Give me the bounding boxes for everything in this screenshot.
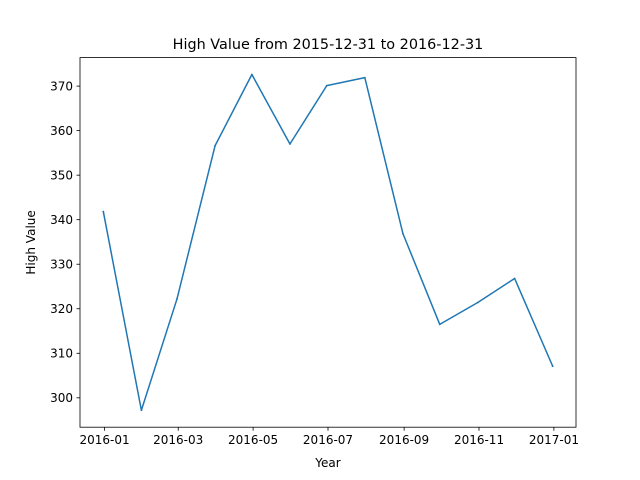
data-point (325, 84, 328, 87)
data-point (363, 76, 366, 79)
chart-title: High Value from 2015-12-31 to 2016-12-31 (173, 37, 484, 53)
y-tick-label: 360 (50, 124, 73, 138)
y-tick-label: 350 (50, 168, 73, 182)
x-tick-label: 2016-11 (454, 433, 504, 447)
x-axis: 2016-01 2016-03 2016-05 2016-07 2016-09 2016-… (79, 427, 579, 447)
y-tick-label: 340 (50, 213, 73, 227)
plot-area (80, 57, 576, 428)
x-axis-title: Year (314, 456, 340, 470)
y-axis: 300 310 320 330 340 350 360 370 (50, 79, 80, 405)
data-point (214, 144, 216, 147)
data-point (250, 73, 253, 76)
y-axis-title: High Value (24, 210, 38, 274)
y-tick-label: 320 (50, 302, 73, 316)
data-point (102, 210, 105, 213)
data-point (176, 298, 178, 300)
data-point (401, 232, 404, 235)
x-tick-label: 2016-03 (153, 433, 203, 447)
y-tick-label: 310 (50, 347, 73, 361)
y-tick-label: 370 (50, 79, 73, 93)
data-point (438, 323, 441, 326)
y-tick-label: 330 (50, 258, 73, 272)
x-tick-label: 2017-01 (529, 433, 579, 447)
x-tick-label: 2016-07 (303, 433, 353, 447)
data-point (289, 143, 291, 145)
x-tick-label: 2016-05 (228, 433, 278, 447)
y-tick-label: 300 (50, 391, 73, 405)
data-point (140, 409, 143, 412)
series-layer (102, 73, 554, 412)
data-point (476, 301, 479, 304)
data-point (513, 277, 516, 280)
x-tick-label: 2016-01 (79, 433, 129, 447)
data-point (551, 365, 554, 368)
x-tick-label: 2016-09 (379, 433, 429, 447)
